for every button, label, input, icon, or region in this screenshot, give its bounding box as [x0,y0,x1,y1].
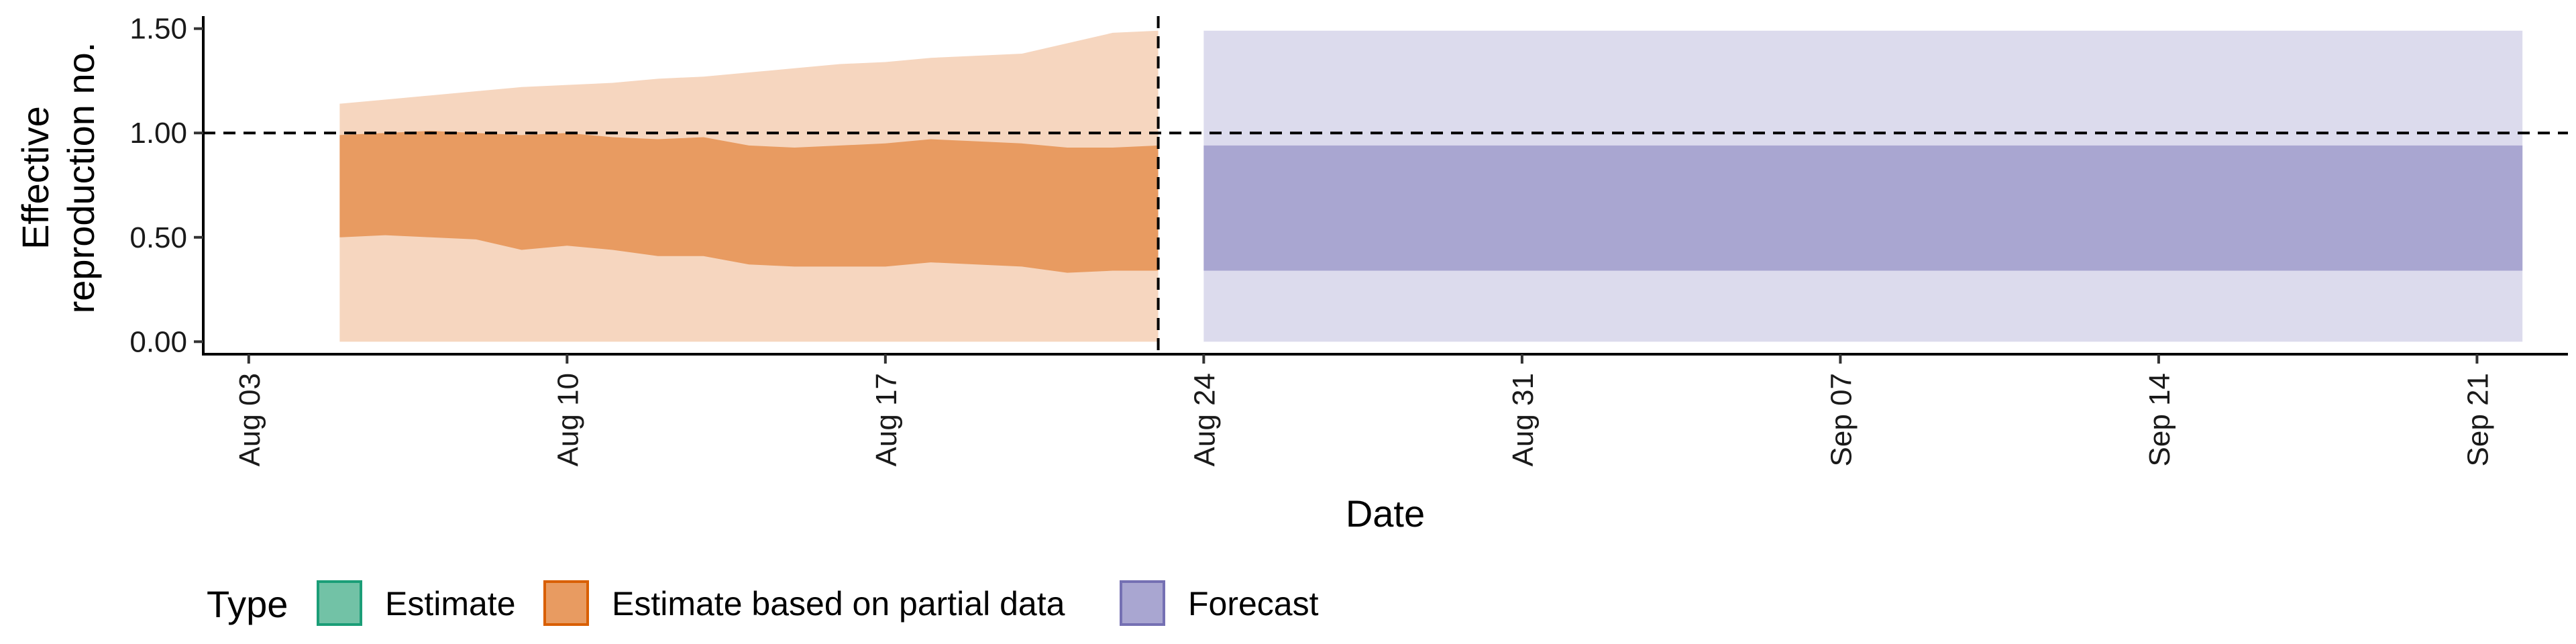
y-tick-label: 1.50 [129,13,187,46]
legend-label-estimate: Estimate [385,585,516,623]
x-tick-label: Sep 07 [1825,373,1858,466]
y-tick-label: 1.00 [129,117,187,150]
legend-swatch-forecast [1120,580,1165,626]
x-tick-label: Aug 03 [233,373,266,466]
x-tick-label: Aug 17 [870,373,903,466]
legend-swatch-estimate [317,580,362,626]
x-tick-label: Sep 21 [2461,373,2494,466]
bands-layer [339,30,2523,342]
x-tick-label: Sep 14 [2143,373,2176,466]
legend-title: Type [207,583,288,625]
x-tick-label: Aug 24 [1188,373,1221,466]
estimate-based-on-partial-data-inner-band [339,131,1159,273]
legend-swatch-estimate-based-on-partial-data [543,580,589,626]
legend: Type Estimate Estimate based on partial d… [207,580,1319,626]
axes-layer [202,16,2568,356]
y-tick-label: 0.50 [129,221,187,254]
legend-label-forecast: Forecast [1188,585,1319,623]
x-tick-label: Aug 31 [1507,373,1540,466]
y-axis-title-line-1: Effective [14,106,56,250]
y-axis-title-line-2: reproduction no. [60,42,102,314]
x-axis-title: Date [1346,492,1425,535]
ticks-layer: 0.00 0.50 1.00 1.50 Aug 03 Aug 10 Aug 17 Aug 24… [129,13,2494,467]
x-tick-label: Aug 10 [551,373,584,466]
legend-label-estimate-based-on-partial-data: Estimate based on partial data [612,585,1065,623]
y-tick-label: 0.00 [129,325,187,358]
forecast-inner-band [1203,145,2523,271]
reference-lines-layer [203,16,2568,354]
